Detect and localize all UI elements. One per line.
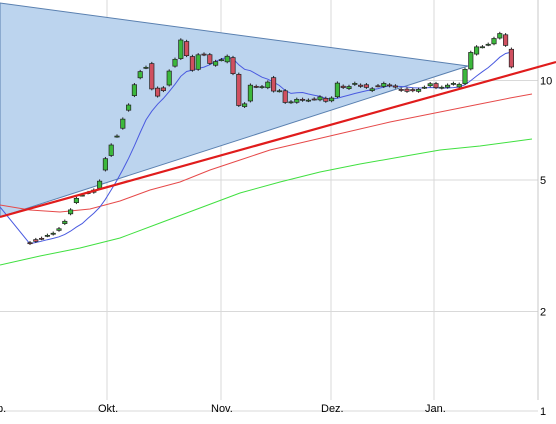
candle-down	[375, 85, 381, 88]
candle-up	[97, 180, 103, 189]
candle-up	[450, 83, 456, 85]
candle-up	[416, 89, 422, 92]
candle-up	[491, 38, 497, 45]
candle-up	[166, 70, 172, 86]
candle-up	[276, 90, 282, 93]
candle-up	[265, 81, 271, 89]
candle-up	[137, 71, 143, 79]
candle-up	[288, 101, 294, 104]
moving-average-blue	[0, 51, 512, 246]
candle-down	[358, 84, 364, 87]
candle-up	[56, 228, 62, 231]
axis-ticks: 1 2 5 10 p. Okt. Nov. Dez. Jan.	[0, 76, 552, 419]
candle-down	[189, 56, 195, 71]
candle-down	[230, 57, 236, 74]
x-tick-label: Jan.	[425, 403, 446, 415]
candle-up	[485, 43, 491, 46]
candle-up	[62, 220, 68, 224]
x-tick-label: Nov.	[211, 403, 233, 415]
candle-up	[114, 135, 120, 138]
candle-up	[224, 55, 230, 63]
candle-down	[271, 77, 277, 92]
candle-down	[300, 98, 306, 101]
y-tick-label: 1	[540, 406, 546, 418]
candle-up	[50, 232, 56, 235]
candle-up	[445, 84, 451, 88]
candle-down	[340, 85, 346, 88]
candle-up	[213, 61, 219, 66]
candle-up	[247, 84, 253, 102]
x-tick-label: Okt.	[98, 403, 118, 415]
candle-up	[474, 46, 480, 55]
x-tick-label: p.	[0, 403, 6, 415]
support-trendline	[0, 60, 556, 219]
candle-down	[282, 90, 288, 103]
candle-up	[172, 58, 178, 67]
candle-up	[329, 97, 335, 102]
candle-up	[462, 68, 468, 85]
candle-up	[468, 52, 474, 70]
y-tick-label: 2	[540, 307, 546, 319]
candle-down	[33, 239, 39, 242]
candle-up	[346, 86, 352, 89]
candle-down	[39, 237, 45, 240]
y-tick-label: 5	[540, 175, 546, 187]
moving-average-green	[0, 138, 533, 266]
candle-up	[126, 104, 132, 111]
y-tick-label: 10	[540, 76, 552, 88]
candle-up	[73, 197, 79, 203]
candle-up	[317, 96, 323, 101]
candle-down	[160, 87, 166, 91]
candle-down	[387, 84, 393, 87]
triangle-pattern	[0, 2, 469, 218]
x-tick-label: Dez.	[321, 403, 344, 415]
candle-up	[427, 83, 433, 87]
candle-down	[149, 63, 155, 90]
candle-down	[253, 86, 259, 88]
candle-down	[392, 85, 398, 88]
candle-up	[242, 103, 248, 107]
candle-down	[155, 87, 161, 97]
candle-up	[456, 83, 462, 88]
candle-up	[178, 39, 184, 59]
candle-down	[27, 242, 33, 245]
candle-down	[508, 48, 514, 68]
candle-up	[195, 54, 201, 70]
candle-down	[311, 98, 317, 101]
candle-down	[236, 73, 242, 106]
candle-up	[259, 86, 265, 89]
candle-down	[410, 89, 416, 92]
candle-up	[120, 118, 126, 129]
candle-up	[131, 84, 137, 96]
candle-up	[352, 83, 358, 85]
candle-down	[363, 84, 369, 88]
candle-up	[68, 209, 74, 215]
candle-up	[381, 83, 387, 87]
candle-up	[305, 99, 311, 102]
candle-up	[334, 82, 340, 98]
candle-down	[404, 88, 410, 92]
candle-up	[439, 86, 445, 89]
candles	[27, 31, 514, 246]
candle-down	[503, 34, 509, 46]
candle-down	[323, 98, 329, 102]
candle-up	[218, 59, 224, 62]
candle-down	[433, 83, 439, 89]
candle-up	[369, 88, 375, 91]
candle-up	[479, 46, 485, 49]
moving-average-red	[0, 93, 533, 213]
candle-down	[201, 53, 207, 56]
candle-up	[497, 33, 503, 39]
candle-up	[102, 158, 108, 171]
candle-up	[108, 144, 114, 156]
candle-up	[421, 86, 427, 89]
candle-down	[184, 41, 190, 57]
candle-up	[143, 66, 149, 69]
candle-down	[398, 89, 404, 91]
candle-up	[294, 98, 300, 103]
candle-up	[44, 234, 50, 237]
candle-down	[207, 54, 213, 64]
